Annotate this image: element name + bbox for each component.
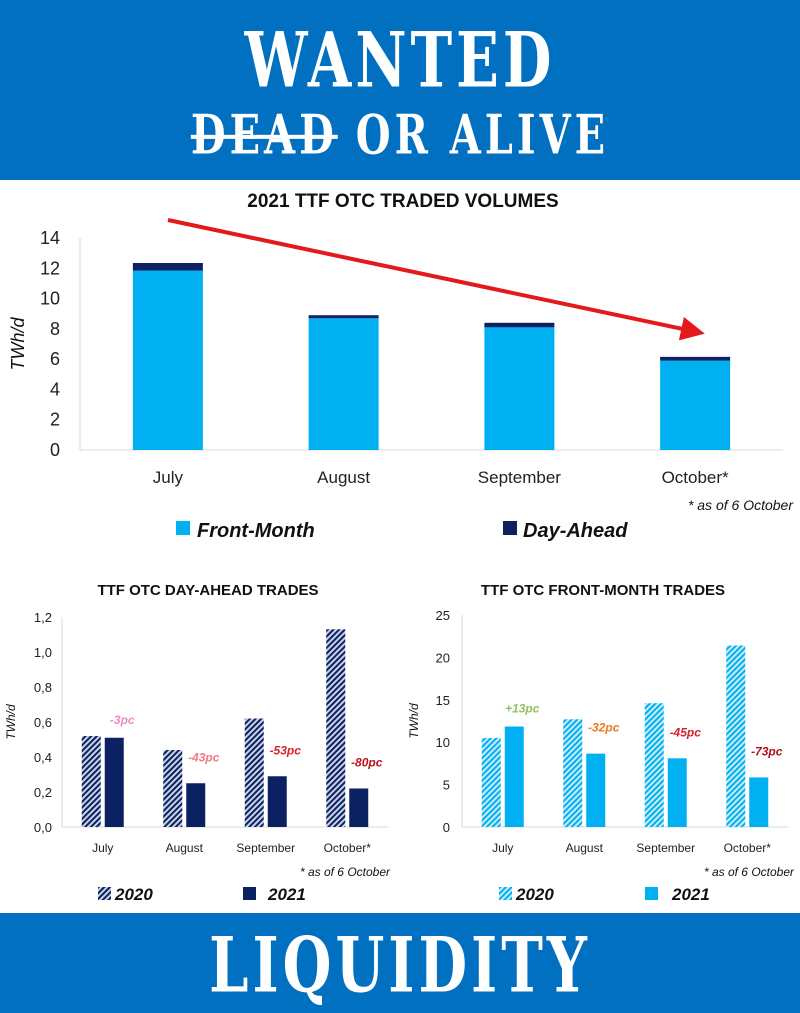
bar-day-ahead <box>484 322 555 328</box>
bar-day-ahead <box>308 315 379 319</box>
front-month-chart-title: TTF OTC FRONT-MONTH TRADES <box>481 582 725 599</box>
bar-day-ahead <box>660 356 731 361</box>
y-tick-label: 5 <box>443 778 450 793</box>
x-tick-label: September <box>636 841 695 855</box>
change-label: +13pc <box>505 702 540 716</box>
bar-2020 <box>481 737 501 827</box>
change-label: -73pc <box>751 744 783 758</box>
bar-2020 <box>563 719 583 827</box>
x-tick-label: July <box>92 841 113 855</box>
y-tick-label: 14 <box>40 228 60 248</box>
y-tick-label: 0 <box>50 440 60 460</box>
legend-swatch-2020-hatched <box>499 887 512 900</box>
y-tick-label: 0,4 <box>34 750 52 765</box>
y-tick-label: 2 <box>50 410 60 430</box>
dead-or-alive-heading: DEAD OR ALIVE <box>0 104 800 167</box>
y-tick-label: 12 <box>40 258 60 278</box>
y-tick-label: 6 <box>50 349 60 369</box>
legend-label-2020: 2020 <box>114 885 153 904</box>
y-tick-label: 0,0 <box>34 820 52 835</box>
bar-2021 <box>349 788 369 827</box>
bar-front-month <box>660 360 731 450</box>
bar-2020 <box>81 736 101 827</box>
day-ahead-chart-title: TTF OTC DAY-AHEAD TRADES <box>97 582 318 599</box>
change-label: -43pc <box>188 750 220 764</box>
day-ahead-footnote: * as of 6 October <box>300 865 391 879</box>
y-tick-label: 0,8 <box>34 680 52 695</box>
change-label: -3pc <box>110 713 135 727</box>
x-tick-label: July <box>492 841 513 855</box>
main-volume-chart: 2021 TTF OTC TRADED VOLUMES 0 2 4 6 8 10 12 14 T… <box>8 191 794 542</box>
bar-2021 <box>104 737 124 827</box>
header-banner: WANTED DEAD OR ALIVE <box>0 0 800 180</box>
legend-label-2020: 2020 <box>515 885 554 904</box>
front-month-chart: TTF OTC FRONT-MONTH TRADES 0 5 10 15 20 25 TWh… <box>407 582 795 904</box>
legend-label-2021: 2021 <box>267 885 306 904</box>
bar-2020 <box>644 703 664 827</box>
bar-day-ahead <box>132 262 203 271</box>
y-tick-label: 0 <box>443 820 450 835</box>
y-tick-label: 15 <box>436 693 450 708</box>
y-tick-label: 1,2 <box>34 610 52 625</box>
bar-2020 <box>163 750 183 827</box>
bar-2021 <box>504 726 524 827</box>
footer-banner: LIQUIDITY <box>0 913 800 1013</box>
legend-swatch-2021-solid <box>645 887 658 900</box>
bar-2021 <box>586 753 606 827</box>
x-tick-label: September <box>478 468 561 487</box>
bar-2020 <box>726 645 746 827</box>
bar-2021 <box>267 776 287 827</box>
x-tick-label: August <box>166 841 204 855</box>
front-month-footnote: * as of 6 October <box>704 865 795 879</box>
y-tick-label: 0,2 <box>34 785 52 800</box>
y-axis-title: TWh/d <box>407 703 421 739</box>
x-tick-label: August <box>317 468 370 487</box>
change-label: -80pc <box>351 756 383 770</box>
legend-swatch-front-month <box>176 521 190 535</box>
bar-2021 <box>186 783 206 827</box>
y-tick-label: 4 <box>50 379 60 399</box>
or-alive-text: OR ALIVE <box>355 103 610 168</box>
x-tick-label: October* <box>724 841 772 855</box>
y-tick-label: 20 <box>436 650 450 665</box>
y-tick-label: 10 <box>436 735 450 750</box>
bar-2020 <box>326 629 346 827</box>
bar-2021 <box>749 777 769 827</box>
x-tick-label: October* <box>324 841 372 855</box>
y-tick-label: 0,6 <box>34 715 52 730</box>
y-tick-label: 25 <box>436 608 450 623</box>
bar-front-month <box>484 327 555 450</box>
x-tick-label: August <box>566 841 604 855</box>
legend-label-day-ahead: Day-Ahead <box>523 520 628 542</box>
legend-swatch-2020-hatched <box>98 887 111 900</box>
x-tick-label: July <box>153 468 184 487</box>
y-tick-label: 1,0 <box>34 645 52 660</box>
main-chart-title: 2021 TTF OTC TRADED VOLUMES <box>247 191 558 212</box>
x-tick-label: September <box>236 841 295 855</box>
y-axis-title: TWh/d <box>8 317 28 371</box>
change-label: -53pc <box>270 743 302 757</box>
bar-2021 <box>667 758 687 827</box>
legend-swatch-day-ahead <box>503 521 517 535</box>
change-label: -45pc <box>670 725 702 739</box>
dead-struck-text: DEAD <box>190 103 338 168</box>
bar-2020 <box>244 718 264 827</box>
y-tick-label: 8 <box>50 319 60 339</box>
trend-arrow <box>167 218 705 341</box>
day-ahead-chart: TTF OTC DAY-AHEAD TRADES 0,0 0,2 0,4 0,6 0,8… <box>4 582 391 904</box>
change-label: -32pc <box>588 721 620 735</box>
legend-label-2021: 2021 <box>671 885 710 904</box>
y-tick-label: 10 <box>40 289 60 309</box>
liquidity-heading: LIQUIDITY <box>209 921 591 1011</box>
wanted-heading: WANTED <box>244 16 556 106</box>
main-footnote: * as of 6 October <box>688 497 794 513</box>
x-tick-label: October* <box>662 468 729 487</box>
legend-label-front-month: Front-Month <box>197 520 315 542</box>
legend-swatch-2021-solid <box>243 887 256 900</box>
bar-front-month <box>132 270 203 450</box>
y-axis-title: TWh/d <box>4 704 18 740</box>
bar-front-month <box>308 318 379 450</box>
